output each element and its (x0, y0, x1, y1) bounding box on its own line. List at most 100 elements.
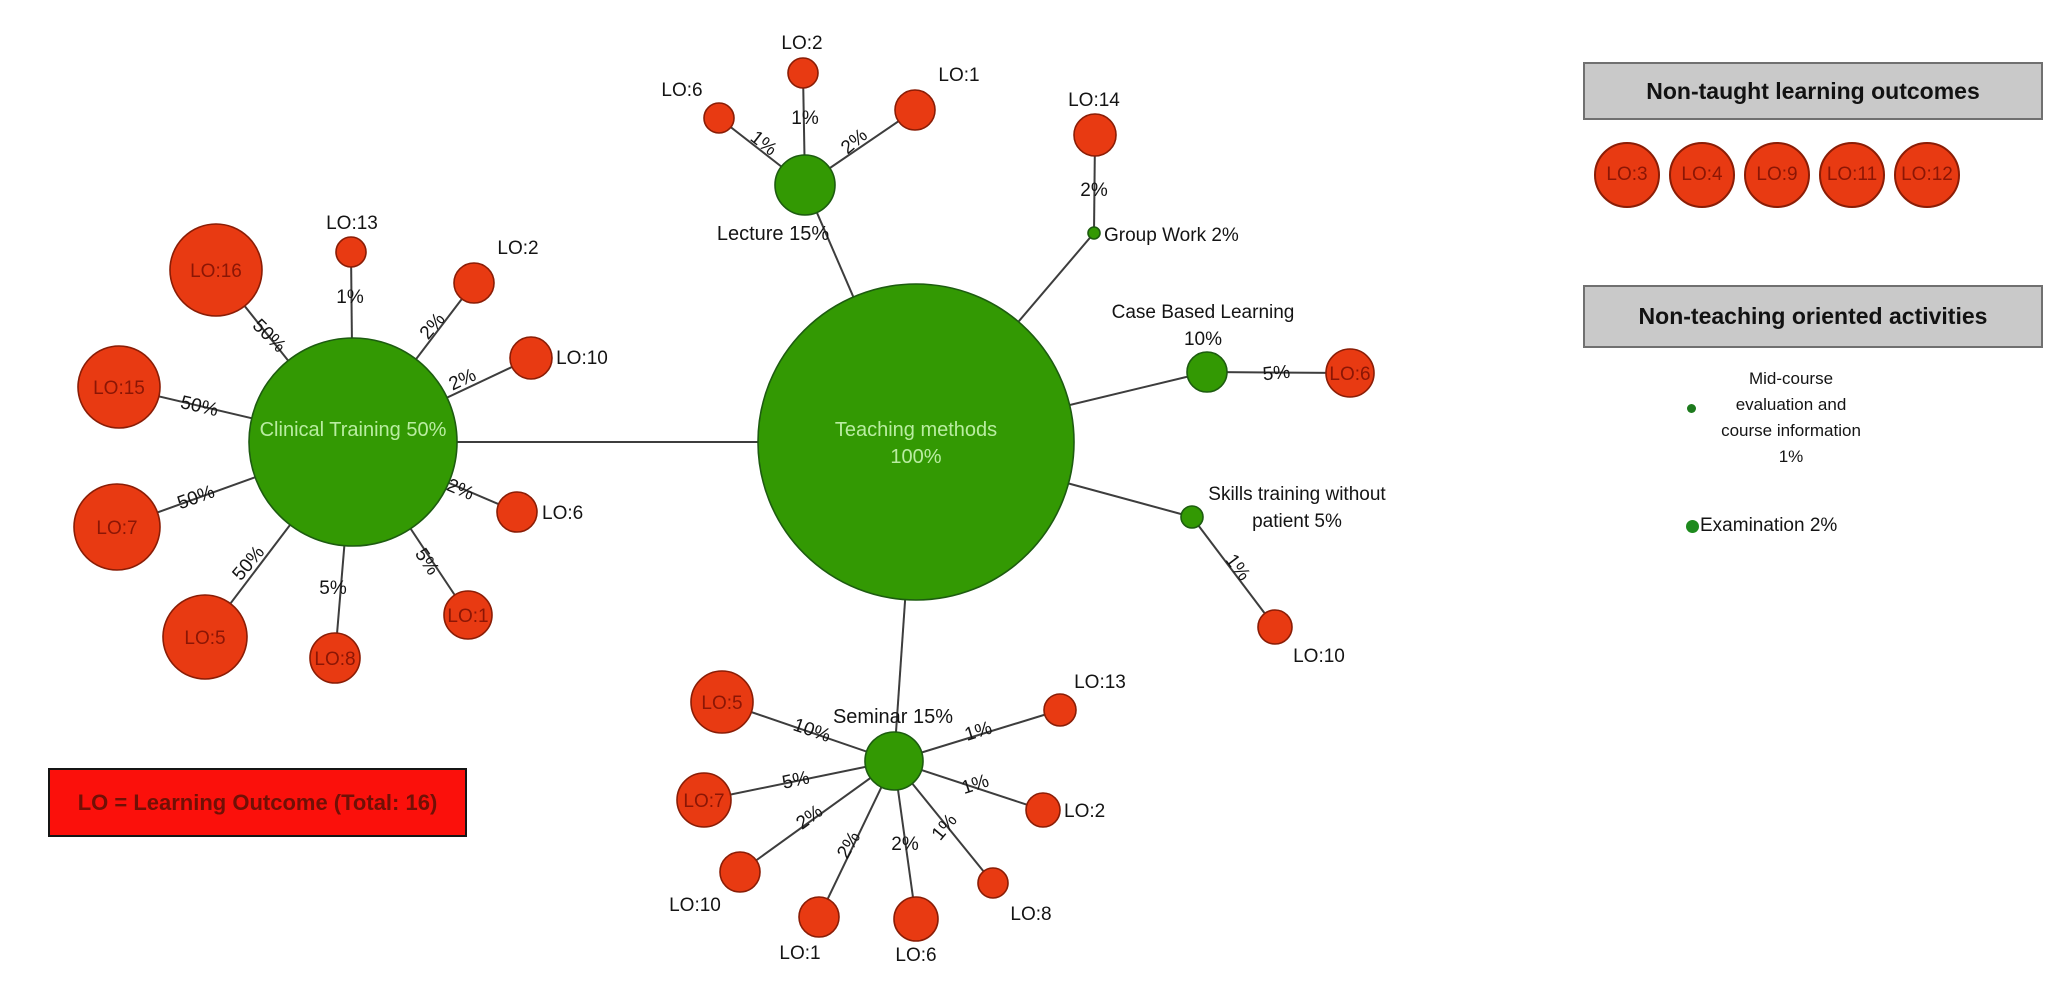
node-lecture-lo6 (703, 102, 735, 134)
red-circle (443, 590, 493, 640)
edge-percentage-label: 2% (446, 365, 480, 396)
mid-course-line: Mid-course (1748, 369, 1834, 388)
seminar-lo1-label: LO:1 (779, 943, 820, 964)
mid-course-evaluation-label: Mid-course evaluation and course informati… (1660, 366, 1922, 470)
node-lecture-lo1 (894, 89, 936, 131)
red-circle (798, 896, 840, 938)
red-circle (676, 772, 732, 828)
seminar-lo13-label: LO:13 (1074, 672, 1126, 693)
edge-percentage-label: 50% (229, 542, 270, 585)
green-circle (248, 337, 458, 547)
node-clinical-lo16: LO:16 (169, 223, 263, 317)
red-circle (1073, 113, 1117, 157)
edge-percentage-label: 1% (962, 718, 995, 746)
clinical-lo2-label: LO:2 (497, 238, 538, 259)
node-lecture (774, 154, 836, 216)
lecture-lo2-label: LO:2 (781, 33, 822, 54)
node-inner-label: LO:1 (447, 606, 488, 627)
node-skills-lo10 (1257, 609, 1293, 645)
edge-line (739, 760, 895, 873)
node-clinical-lo13 (335, 236, 367, 268)
examination-dot-icon (1686, 519, 1699, 533)
red-circle (73, 483, 161, 571)
edge-percentage-label: 2% (792, 801, 827, 834)
node-inner-label: LO:6 (1329, 364, 1370, 385)
case-based-learning-label: Case Based Learning 10% (1112, 302, 1295, 350)
red-circle (453, 262, 495, 304)
red-circle (335, 236, 367, 268)
node-seminar-lo2 (1025, 792, 1061, 828)
red-circle (977, 867, 1009, 899)
group-work-label: Group Work 2% (1104, 225, 1239, 246)
node-seminar (864, 731, 924, 791)
mid-course-line: 1% (1778, 447, 1804, 466)
seminar-lo6-label: LO:6 (895, 945, 936, 966)
node-inner-label: LO:16 (190, 261, 242, 282)
clinical-lo13-label: LO:13 (326, 213, 378, 234)
node-inner-label: LO:8 (314, 649, 355, 670)
green-circle (1180, 505, 1204, 529)
red-circle (703, 102, 735, 134)
node-clinical-lo8: LO:8 (309, 632, 361, 684)
red-circle (309, 632, 361, 684)
node-seminar-lo5: LO:5 (690, 670, 754, 734)
non-taught-lo-chip: LO:12 (1894, 142, 1960, 208)
node-skills-training (1180, 505, 1204, 529)
red-circle (496, 491, 538, 533)
node-clinical-lo10 (509, 336, 553, 380)
edge-percentage-label: 50% (248, 315, 290, 357)
edge-line (1191, 516, 1276, 628)
green-circle (1087, 226, 1101, 240)
lo-legend-box: LO = Learning Outcome (Total: 16) (48, 768, 467, 837)
seminar-lo8-label: LO:8 (1010, 904, 1051, 925)
seminar-label: Seminar 15% (833, 706, 953, 728)
node-inner-label: LO:7 (96, 518, 137, 539)
red-circle (509, 336, 553, 380)
node-clinical-training (248, 337, 458, 547)
lecture-label: Lecture 15% (717, 223, 830, 245)
edge-percentage-label: 1% (791, 108, 819, 129)
node-lecture-lo2 (787, 57, 819, 89)
mid-course-line: evaluation and (1735, 395, 1847, 414)
node-seminar-lo8 (977, 867, 1009, 899)
red-circle (719, 851, 761, 893)
red-circle (1025, 792, 1061, 828)
clinical-training-label: Clinical Training 50% (260, 419, 447, 441)
node-inner-label: LO:5 (184, 628, 225, 649)
non-teaching-activities-header: Non-teaching oriented activities (1583, 285, 2043, 348)
green-circle (757, 283, 1075, 601)
node-clinical-lo7: LO:7 (73, 483, 161, 571)
edge-line (703, 760, 895, 801)
node-inner-label: LO:7 (683, 791, 724, 812)
edge-percentage-label: 1% (336, 287, 364, 308)
red-circle (894, 89, 936, 131)
red-circle (690, 670, 754, 734)
edge-percentage-label: 5% (319, 578, 347, 599)
non-taught-outcomes-header: Non-taught learning outcomes (1583, 62, 2043, 120)
edge-percentage-label: 1% (959, 771, 992, 799)
edge-percentage-label: 50% (178, 392, 220, 421)
seminar-lo2-label: LO:2 (1064, 801, 1105, 822)
red-circle (1325, 348, 1375, 398)
edge-percentage-label: 50% (175, 481, 218, 514)
edge-percentage-label: 1% (746, 127, 781, 161)
edge-percentage-label: 2% (1080, 180, 1108, 201)
node-teaching-methods (757, 283, 1075, 601)
edge-percentage-label: 5% (780, 767, 811, 793)
clinical-lo10-label: LO:10 (556, 348, 608, 369)
non-taught-chip-row: LO:3 LO:4 LO:9 LO:11 LO:12 (1594, 142, 1960, 208)
red-circle (169, 223, 263, 317)
lo14-label: LO:14 (1068, 90, 1120, 111)
red-circle (77, 345, 161, 429)
red-circle (893, 896, 939, 942)
green-circle (864, 731, 924, 791)
red-circle (787, 57, 819, 89)
node-seminar-lo6 (893, 896, 939, 942)
lecture-lo6-label: LO:6 (661, 80, 702, 101)
examination-item: Examination 2% (1686, 515, 1837, 537)
red-circle (1257, 609, 1293, 645)
examination-label: Examination 2% (1700, 515, 1838, 536)
node-inner-label: LO:5 (701, 693, 742, 714)
edge-percentage-label: 2% (837, 125, 872, 159)
